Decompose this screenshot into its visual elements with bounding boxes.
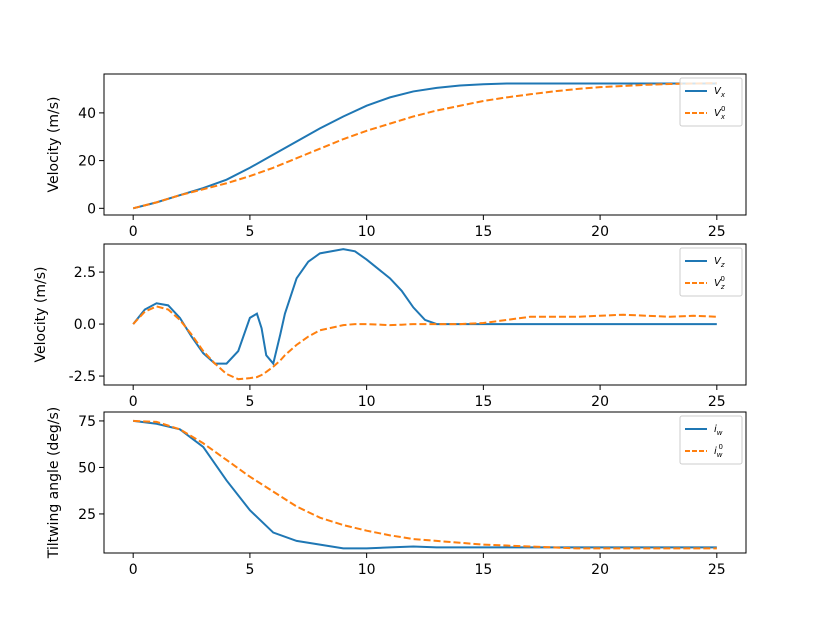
y-tick-label: 0.0 xyxy=(74,317,96,333)
x-tick-label: 10 xyxy=(358,562,376,578)
data-line xyxy=(133,419,717,550)
x-tick-label: 10 xyxy=(358,394,376,410)
data-line xyxy=(132,248,717,366)
y-axis-label: Velocity (m/s) xyxy=(46,97,62,193)
x-tick-label: 5 xyxy=(245,224,254,240)
legend-label: iw0 xyxy=(714,443,723,459)
x-tick-label: 10 xyxy=(358,224,376,240)
x-tick-label: 15 xyxy=(474,394,492,410)
legend-label: Vx xyxy=(714,86,726,99)
y-axis-label: Tiltwing angle (deg/s) xyxy=(46,407,62,560)
x-tick-label: 0 xyxy=(129,394,138,410)
axes-frame xyxy=(103,411,747,554)
x-tick-label: 20 xyxy=(591,562,609,578)
data-line xyxy=(132,82,717,210)
x-tick-label: 25 xyxy=(708,562,726,578)
legend-label: Vx0 xyxy=(714,105,726,121)
x-tick-label: 5 xyxy=(245,562,254,578)
legend-box xyxy=(679,415,743,465)
y-tick-label: 40 xyxy=(78,106,96,122)
x-tick-label: 25 xyxy=(708,224,726,240)
y-tick-label: -2.5 xyxy=(69,369,96,385)
legend-label: Vz0 xyxy=(714,275,725,291)
x-tick-label: 15 xyxy=(474,224,492,240)
axes-frame xyxy=(103,243,747,386)
data-line xyxy=(133,419,717,550)
y-tick-label: 0 xyxy=(87,201,96,217)
x-tick-label: 20 xyxy=(591,224,609,240)
y-tick-label: 25 xyxy=(78,507,96,523)
y-tick-label: 50 xyxy=(78,460,96,476)
axes-frame xyxy=(103,73,747,216)
x-tick-label: 15 xyxy=(474,562,492,578)
y-axis-label: Velocity (m/s) xyxy=(33,267,49,363)
y-tick-label: 20 xyxy=(78,154,96,170)
data-line xyxy=(132,305,717,381)
legend-label: Vz xyxy=(714,256,725,269)
x-tick-label: 5 xyxy=(245,394,254,410)
legend-label: iw xyxy=(714,424,723,437)
data-line xyxy=(132,82,717,210)
legend-box xyxy=(679,77,743,127)
x-tick-label: 20 xyxy=(591,394,609,410)
x-tick-label: 0 xyxy=(129,224,138,240)
legend-box xyxy=(679,247,743,297)
x-tick-label: 25 xyxy=(708,394,726,410)
y-tick-label: 2.5 xyxy=(74,265,96,281)
y-tick-label: 75 xyxy=(78,414,96,430)
x-tick-label: 0 xyxy=(129,562,138,578)
